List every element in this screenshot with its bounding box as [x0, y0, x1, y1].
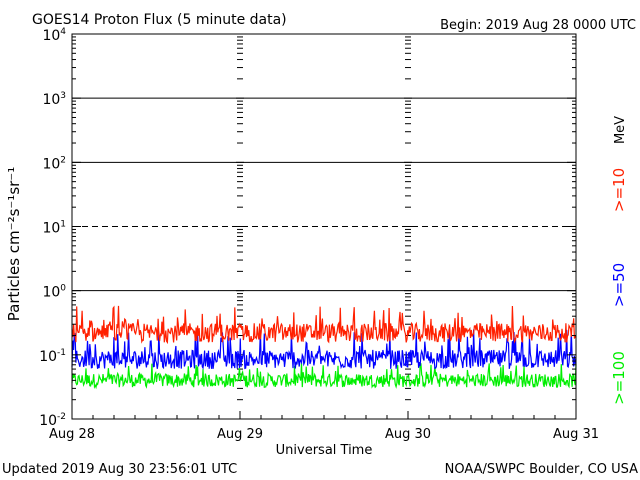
legend-series-ge100: >=100 [610, 351, 628, 405]
y-tick-label: 104 [42, 27, 66, 44]
series-line-ge50 [71, 329, 577, 370]
legend-series-ge50: >=50 [610, 263, 628, 307]
y-tick-label: 100 [42, 284, 66, 301]
x-axis-label: Universal Time [276, 443, 373, 458]
y-tick-label: 10-2 [39, 412, 66, 429]
y-tick-label: 10-1 [39, 348, 66, 365]
credit-line: NOAA/SWPC Boulder, CO USA [445, 462, 638, 477]
series-layer [71, 305, 577, 390]
chart-title: GOES14 Proton Flux (5 minute data) [32, 12, 287, 28]
y-tick-label: 103 [42, 91, 66, 108]
x-tick-label: Aug 29 [217, 427, 263, 442]
y-axis-label: Particles cm⁻²s⁻¹sr⁻¹ [5, 167, 23, 321]
x-tick-label: Aug 31 [553, 427, 599, 442]
reference-lines [72, 97, 576, 292]
begin-time: Begin: 2019 Aug 28 0000 UTC [440, 18, 636, 33]
y-tick-label: 101 [42, 220, 66, 237]
updated-timestamp: Updated 2019 Aug 30 23:56:01 UTC [2, 462, 237, 477]
series-line-ge10 [71, 305, 577, 345]
x-axis-ticks: Aug 28 Aug 29 Aug 30 Aug 31 [49, 411, 599, 442]
y-axis-ticks: 10-2 10-1 100 101 102 103 104 [39, 27, 576, 429]
x-tick-label: Aug 30 [385, 427, 431, 442]
legend-series-ge10: >=10 [610, 168, 628, 212]
y-tick-label: 102 [42, 155, 66, 172]
legend-unit-label: MeV [613, 116, 628, 144]
x-tick-label: Aug 28 [49, 427, 95, 442]
series-line-ge100 [71, 363, 577, 390]
